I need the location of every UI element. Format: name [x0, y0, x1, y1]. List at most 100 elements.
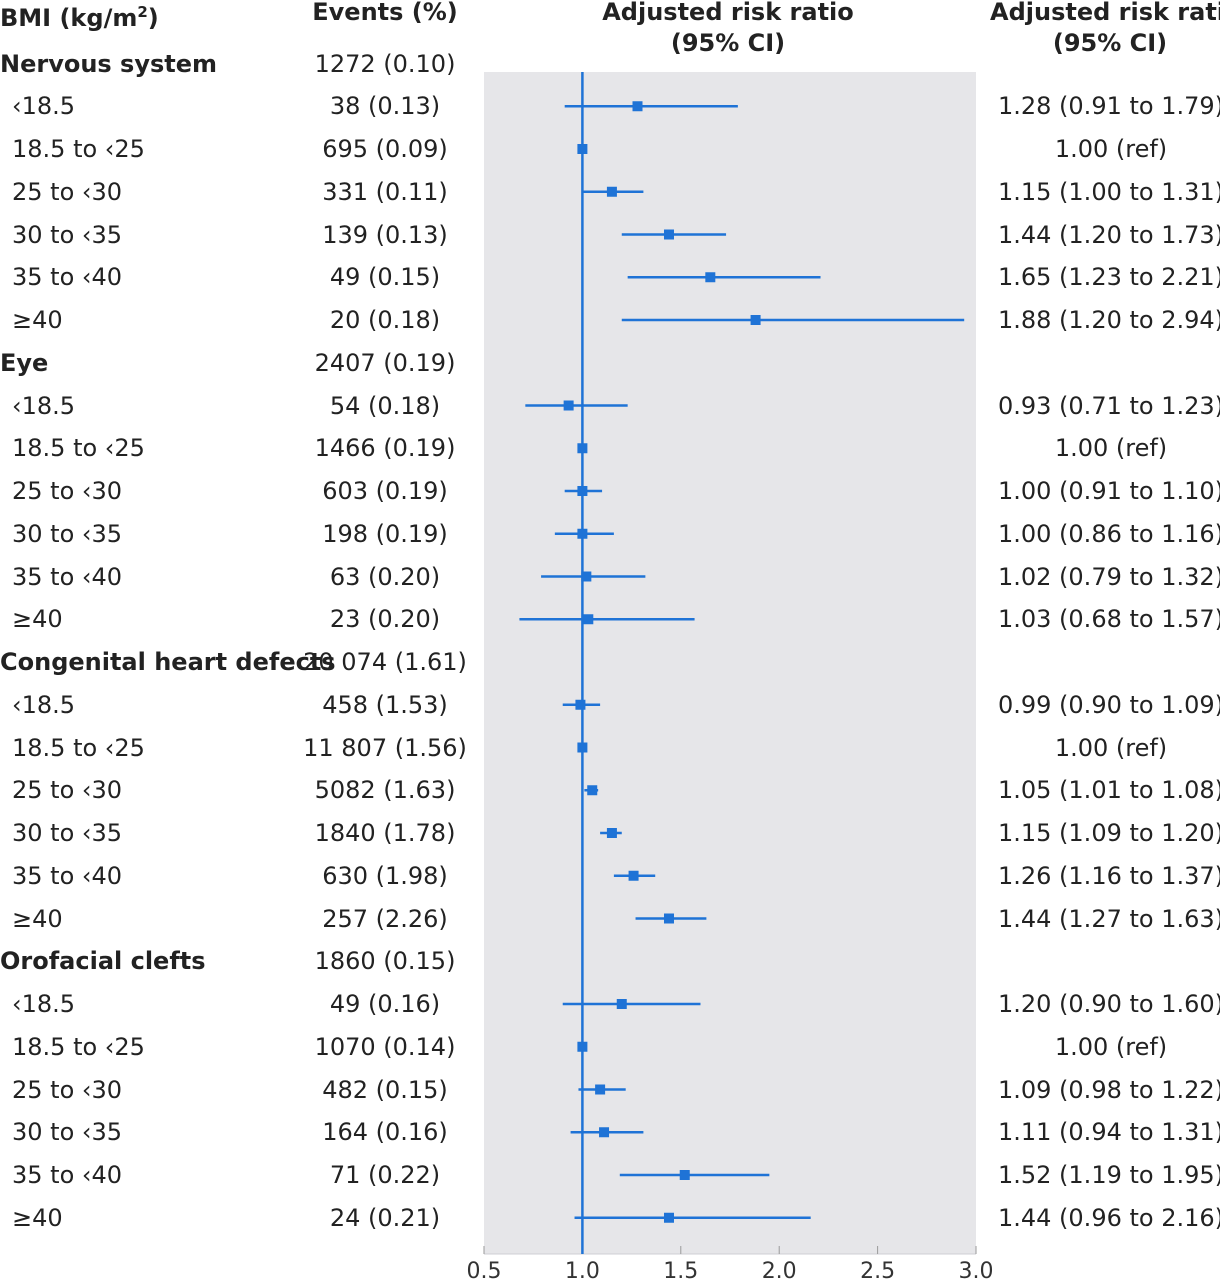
bmi-category-label: 35 to ‹40 — [12, 861, 123, 890]
events-value: 38 (0.13) — [329, 92, 441, 121]
plot-header-line2: (95% CI) — [670, 29, 786, 57]
events-value: 1860 (0.15) — [314, 947, 456, 976]
risk-ratio-ci-text: 1.05 (1.01 to 1.08) — [997, 776, 1220, 805]
point-estimate-marker — [663, 229, 674, 240]
bmi-category-label: 18.5 to ‹25 — [12, 1032, 145, 1061]
x-tick-label: 1.5 — [663, 1259, 698, 1280]
point-estimate-marker — [632, 101, 643, 112]
events-value: 482 (0.15) — [322, 1075, 448, 1104]
risk-ratio-ci-text: 1.15 (1.00 to 1.31) — [997, 177, 1220, 206]
bmi-category-label: ‹18.5 — [12, 990, 76, 1018]
x-tick-label: 3.0 — [959, 1259, 994, 1280]
events-value: 1272 (0.10) — [314, 49, 456, 78]
point-estimate-marker — [577, 742, 588, 753]
point-estimate-marker — [750, 315, 761, 325]
events-value: 331 (0.11) — [322, 177, 448, 206]
point-estimate-marker — [575, 699, 586, 710]
risk-ratio-ci-text: 1.44 (1.20 to 1.73) — [997, 220, 1220, 249]
plot-background-panel — [484, 72, 976, 1254]
point-estimate-marker — [563, 400, 574, 411]
bmi-category-label: 18.5 to ‹25 — [12, 733, 145, 762]
point-estimate-marker — [663, 913, 674, 924]
events-value: 11 807 (1.56) — [303, 733, 467, 762]
bmi-category-label: ‹18.5 — [12, 690, 76, 719]
bmi-category-label: 25 to ‹30 — [12, 776, 123, 805]
risk-ratio-ci-text: 1.20 (0.90 to 1.60) — [997, 990, 1220, 1018]
risk-ratio-ci-text: 1.00 (0.91 to 1.10) — [997, 477, 1220, 505]
bmi-header-superscript: 2 — [137, 3, 148, 21]
risk-ratio-ci-text: 0.93 (0.71 to 1.23) — [997, 391, 1220, 420]
bmi-category-label: 18.5 to ‹25 — [12, 135, 145, 163]
risk-ratio-ci-text: 1.44 (1.27 to 1.63) — [997, 904, 1220, 933]
events-value: 164 (0.16) — [322, 1118, 448, 1147]
risk-ratio-ci-text: 1.52 (1.19 to 1.95) — [997, 1161, 1220, 1189]
bmi-column-header: BMI (kg/m2) — [0, 3, 159, 32]
risk-ratio-ci-text: 1.88 (1.20 to 2.94) — [997, 306, 1220, 334]
risk-ratio-ci-text: 1.00 (ref) — [1054, 135, 1168, 163]
risk-ratio-ci-text: 1.26 (1.16 to 1.37) — [997, 861, 1220, 890]
bmi-category-label: 35 to ‹40 — [12, 1161, 123, 1189]
risk-ratio-ci-text: 1.44 (0.96 to 2.16) — [997, 1203, 1220, 1232]
events-value: 20 074 (1.61) — [303, 648, 467, 676]
point-estimate-marker — [663, 1212, 674, 1223]
bmi-category-label: 25 to ‹30 — [12, 177, 123, 206]
events-value: 71 (0.22) — [329, 1161, 441, 1189]
bmi-category-label: ≥40 — [12, 306, 63, 334]
point-estimate-marker — [628, 870, 639, 881]
point-estimate-marker — [587, 785, 598, 796]
bmi-category-label: 30 to ‹35 — [12, 1118, 123, 1147]
point-estimate-marker — [705, 272, 716, 283]
risk-ratio-ci-text: 1.00 (ref) — [1054, 733, 1168, 762]
bmi-category-label: 30 to ‹35 — [12, 819, 123, 847]
events-value: 139 (0.13) — [322, 220, 448, 249]
point-estimate-marker — [599, 1127, 610, 1138]
risk-ratio-ci-text: 1.15 (1.09 to 1.20) — [997, 819, 1220, 847]
ci-header-line1: Adjusted risk ratio — [990, 0, 1220, 26]
events-column-header: Events (%) — [312, 0, 458, 26]
point-estimate-marker — [581, 571, 592, 582]
risk-ratio-ci-text: 1.09 (0.98 to 1.22) — [997, 1075, 1220, 1104]
events-value: 63 (0.20) — [329, 562, 441, 591]
bmi-category-label: 30 to ‹35 — [12, 519, 123, 548]
events-value: 1840 (1.78) — [314, 819, 456, 847]
risk-ratio-ci-text: 1.02 (0.79 to 1.32) — [997, 562, 1220, 591]
risk-ratio-ci-text: 1.00 (ref) — [1054, 434, 1168, 463]
bmi-category-label: ≥40 — [12, 605, 63, 634]
risk-ratio-ci-text: 1.00 (ref) — [1054, 1032, 1168, 1061]
events-value: 24 (0.21) — [329, 1203, 441, 1232]
events-value: 1466 (0.19) — [314, 434, 456, 463]
point-estimate-marker — [577, 443, 588, 454]
point-estimate-marker — [577, 1041, 588, 1052]
bmi-category-label: ‹18.5 — [12, 92, 76, 121]
events-value: 695 (0.09) — [322, 135, 448, 163]
risk-ratio-ci-text: 1.03 (0.68 to 1.57) — [997, 605, 1220, 634]
group-label: Orofacial clefts — [0, 947, 206, 976]
bmi-category-label: ‹18.5 — [12, 391, 76, 420]
events-value: 20 (0.18) — [329, 306, 441, 334]
point-estimate-marker — [679, 1170, 690, 1180]
risk-ratio-ci-text: 1.65 (1.23 to 2.21) — [997, 263, 1220, 292]
bmi-category-label: 18.5 to ‹25 — [12, 434, 145, 463]
events-value: 5082 (1.63) — [314, 776, 456, 805]
events-value: 603 (0.19) — [322, 477, 448, 505]
x-tick-label: 0.5 — [467, 1259, 502, 1280]
point-estimate-marker — [583, 614, 594, 625]
bmi-category-label: 30 to ‹35 — [12, 220, 123, 249]
events-value: 458 (1.53) — [322, 690, 448, 719]
events-value: 630 (1.98) — [322, 861, 448, 890]
bmi-category-label: ≥40 — [12, 904, 63, 933]
risk-ratio-ci-text: 1.00 (0.86 to 1.16) — [997, 519, 1220, 548]
events-value: 2407 (0.19) — [314, 348, 456, 377]
point-estimate-marker — [616, 999, 627, 1009]
ci-text-column-header: Adjusted risk ratio (95% CI) — [990, 0, 1220, 59]
events-value: 257 (2.26) — [322, 904, 448, 933]
x-tick-label: 1.0 — [565, 1259, 600, 1280]
events-value: 54 (0.18) — [329, 391, 441, 420]
point-estimate-marker — [577, 528, 588, 539]
x-tick-label: 2.0 — [762, 1259, 797, 1280]
risk-ratio-ci-text: 1.11 (0.94 to 1.31) — [997, 1118, 1220, 1147]
events-value: 1070 (0.14) — [314, 1032, 456, 1061]
point-estimate-marker — [577, 486, 588, 496]
group-label: Eye — [0, 348, 49, 377]
bmi-category-label: 35 to ‹40 — [12, 562, 123, 591]
